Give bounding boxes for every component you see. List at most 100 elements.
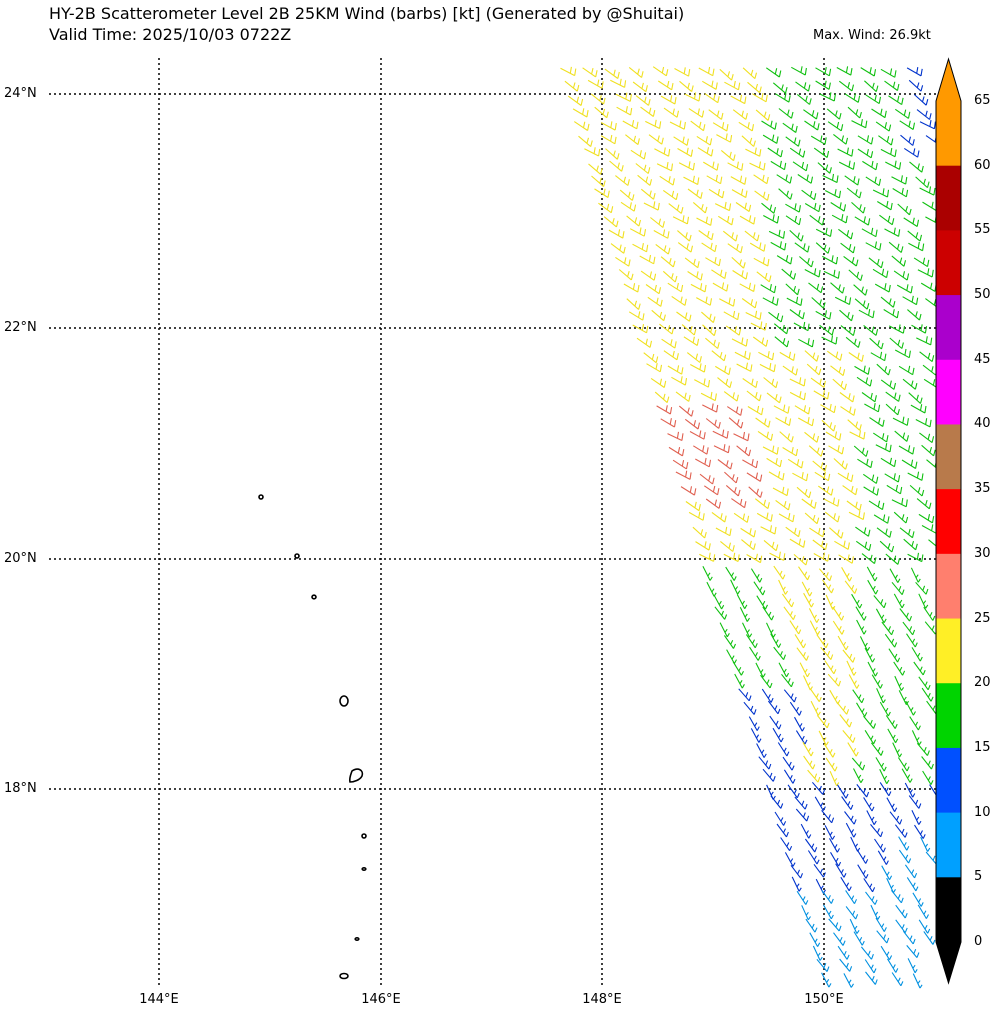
- wind-barb: [655, 243, 671, 255]
- wind-barb: [918, 676, 931, 691]
- wind-barb: [690, 120, 706, 132]
- wind-barb: [811, 297, 826, 309]
- wind-barb: [890, 889, 904, 904]
- wind-barb: [724, 471, 739, 484]
- wind-barb: [802, 741, 814, 757]
- wind-barb: [777, 742, 790, 757]
- wind-barb: [840, 876, 852, 892]
- wind-barb: [822, 255, 839, 265]
- wind-barb: [702, 324, 717, 337]
- wind-barb: [711, 350, 727, 362]
- wind-barb: [782, 446, 799, 457]
- wind-barb: [845, 336, 861, 348]
- wind-barb: [699, 552, 716, 562]
- wind-barb: [863, 797, 875, 812]
- wind-barb: [872, 268, 889, 279]
- wind-barb: [857, 135, 874, 145]
- wind-barb: [875, 443, 892, 453]
- wind-barb: [573, 121, 590, 131]
- wind-barb: [785, 203, 801, 213]
- wind-barb: [877, 850, 889, 865]
- wind-barb: [775, 416, 792, 426]
- wind-barb: [725, 566, 737, 581]
- wind-barb: [809, 527, 825, 538]
- colorbar-tick-label: 25: [974, 610, 991, 626]
- graticule: [49, 58, 937, 985]
- wind-barb: [706, 174, 723, 185]
- wind-barb: [662, 189, 679, 201]
- wind-barb: [564, 80, 580, 92]
- wind-barb: [793, 553, 809, 566]
- wind-barb: [889, 568, 901, 583]
- wind-barb: [637, 174, 653, 186]
- wind-barb: [747, 405, 764, 416]
- wind-barb: [725, 325, 742, 336]
- wind-barb: [859, 636, 871, 651]
- colorbar-segment: [936, 812, 961, 878]
- wind-barb: [779, 431, 794, 443]
- wind-barb: [733, 431, 750, 442]
- wind-barb: [862, 160, 878, 171]
- wind-barb: [813, 147, 830, 158]
- wind-barb: [794, 716, 805, 732]
- wind-barb: [654, 147, 671, 157]
- wind-barb: [742, 622, 753, 638]
- wind-barb: [824, 511, 840, 523]
- wind-barb: [603, 216, 619, 228]
- wind-barb: [919, 186, 936, 196]
- wind-barb: [851, 119, 868, 129]
- wind-barb: [921, 444, 936, 457]
- wind-barb: [903, 147, 920, 158]
- wind-barb: [789, 538, 806, 548]
- wind-barb: [876, 363, 891, 376]
- wind-barb: [894, 675, 905, 691]
- wind-barb: [794, 634, 807, 649]
- wind-barb: [742, 378, 758, 389]
- wind-barb: [924, 621, 938, 635]
- wind-barb: [736, 594, 748, 609]
- wind-barb: [760, 525, 777, 535]
- wind-barb: [864, 647, 876, 663]
- wind-barb: [906, 945, 920, 958]
- wind-barb: [891, 497, 908, 508]
- wind-barb: [584, 147, 601, 157]
- wind-barb: [894, 824, 908, 838]
- wind-barb: [862, 473, 879, 484]
- wind-barb: [915, 581, 929, 595]
- wind-barb: [873, 514, 890, 524]
- wind-barb: [615, 92, 632, 102]
- wind-barb: [748, 486, 763, 498]
- wind-barb: [822, 173, 839, 183]
- wind-barb: [731, 188, 748, 198]
- wind-barb: [774, 811, 787, 826]
- wind-barb: [794, 242, 810, 253]
- wind-barb: [843, 973, 854, 988]
- wind-barb: [776, 174, 793, 184]
- wind-barb: [850, 836, 861, 852]
- wind-barb: [867, 661, 878, 677]
- wind-barb: [821, 810, 835, 824]
- wind-barb: [864, 730, 877, 745]
- wind-barb: [760, 674, 773, 689]
- wind-barb: [921, 756, 934, 770]
- wind-barb: [909, 484, 925, 497]
- wind-barb: [895, 904, 908, 919]
- wind-barb: [726, 406, 743, 416]
- wind-barb: [647, 296, 663, 307]
- wind-barb: [766, 622, 776, 638]
- wind-barb: [899, 608, 913, 622]
- wind-barb: [901, 459, 918, 469]
- colorbar-tick-label: 35: [974, 481, 991, 497]
- wind-barb: [902, 378, 918, 390]
- wind-barb: [782, 122, 798, 133]
- wind-barb: [677, 242, 694, 253]
- colorbar-tick-label: 50: [974, 287, 991, 303]
- wind-barb: [891, 972, 904, 987]
- wind-barb: [703, 485, 720, 496]
- wind-barb: [746, 553, 763, 564]
- wind-barb: [643, 352, 659, 364]
- wind-barb: [912, 892, 924, 907]
- wind-barb: [656, 405, 673, 415]
- wind-barb: [760, 283, 777, 294]
- wind-barb: [880, 945, 893, 960]
